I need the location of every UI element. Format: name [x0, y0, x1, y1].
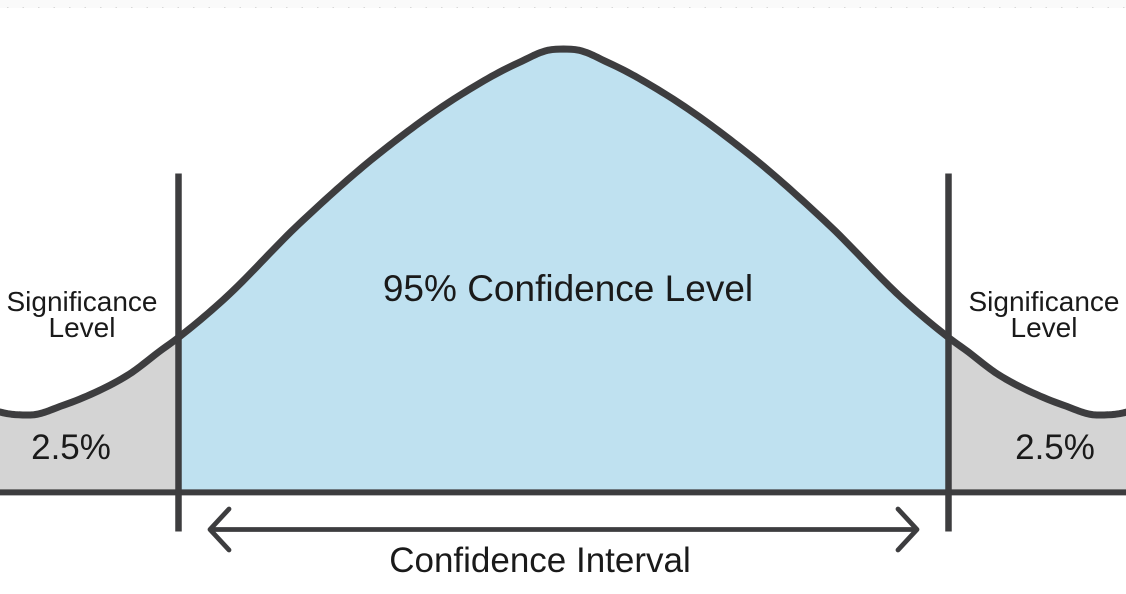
svg-text:Level: Level — [49, 312, 116, 343]
svg-text:95% Confidence Level: 95% Confidence Level — [383, 268, 753, 309]
svg-text:2.5%: 2.5% — [31, 428, 111, 467]
svg-text:Level: Level — [1011, 312, 1078, 343]
svg-text:Confidence Interval: Confidence Interval — [389, 541, 691, 580]
svg-text:2.5%: 2.5% — [1015, 428, 1095, 467]
